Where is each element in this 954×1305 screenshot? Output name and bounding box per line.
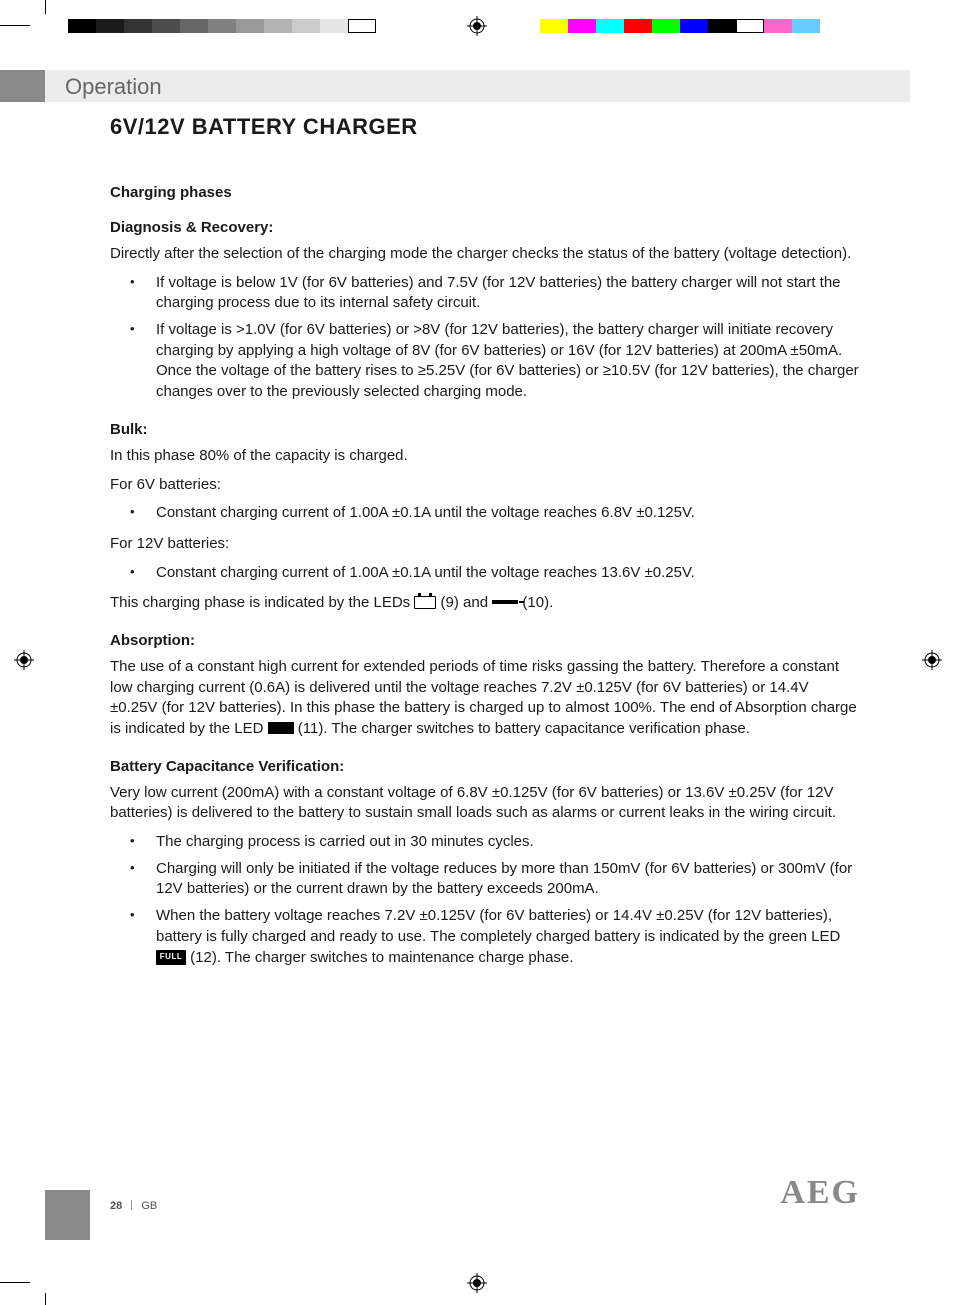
bullet-list: Constant charging current of 1.00A ±0.1A…: [130, 563, 860, 584]
paragraph: The use of a constant high current for e…: [110, 657, 860, 740]
full-led-icon: [156, 950, 186, 965]
brand-logo: AEG: [780, 1174, 860, 1212]
bullet-list: Constant charging current of 1.00A ±0.1A…: [130, 503, 860, 524]
text: (12). The charger switches to maintenanc…: [190, 949, 573, 966]
list-item: When the battery voltage reaches 7.2V ±0…: [130, 906, 860, 968]
heading-absorption: Absorption:: [110, 632, 860, 649]
footer-page-info: 28 GB: [110, 1200, 157, 1212]
region-code: GB: [141, 1200, 157, 1212]
text: When the battery voltage reaches 7.2V ±0…: [156, 907, 840, 945]
list-item: Constant charging current of 1.00A ±0.1A…: [130, 503, 860, 524]
side-tab-block: [45, 1190, 90, 1240]
bullet-list: If voltage is below 1V (for 6V batteries…: [130, 273, 860, 403]
heading-bulk: Bulk:: [110, 421, 860, 438]
page-body: Operation 6V/12V BATTERY CHARGER Chargin…: [45, 70, 910, 1240]
crop-mark: [0, 1282, 30, 1283]
process-color-bar: [540, 19, 820, 33]
heading-charging-phases: Charging phases: [110, 184, 860, 201]
battery-outline-icon: [414, 596, 436, 609]
section-header-block: [0, 70, 45, 102]
paragraph: For 6V batteries:: [110, 475, 860, 496]
list-item: The charging process is carried out in 3…: [130, 832, 860, 853]
paragraph: For 12V batteries:: [110, 534, 860, 555]
bullet-list: The charging process is carried out in 3…: [130, 832, 860, 968]
grayscale-color-bar: [68, 19, 376, 33]
footer-separator: [131, 1200, 132, 1210]
heading-bcv: Battery Capacitance Verification:: [110, 758, 860, 775]
page-number: 28: [110, 1200, 122, 1212]
crop-mark: [45, 0, 46, 14]
paragraph: Very low current (200mA) with a constant…: [110, 783, 860, 824]
section-header: Operation: [0, 70, 910, 102]
text: (9) and: [441, 594, 493, 611]
list-item: Constant charging current of 1.00A ±0.1A…: [130, 563, 860, 584]
registration-mark-icon: [922, 650, 942, 670]
page-footer: 28 GB AEG: [110, 1174, 860, 1212]
block-led-icon: [268, 722, 294, 734]
text: This charging phase is indicated by the …: [110, 594, 414, 611]
paragraph: Directly after the selection of the char…: [110, 244, 860, 265]
heading-diagnosis: Diagnosis & Recovery:: [110, 219, 860, 236]
crop-mark: [45, 1293, 46, 1305]
registration-mark-icon: [467, 1273, 487, 1293]
paragraph: This charging phase is indicated by the …: [110, 593, 860, 614]
crop-mark: [0, 25, 30, 26]
text: (10).: [522, 594, 553, 611]
section-header-label: Operation: [65, 74, 162, 100]
list-item: If voltage is below 1V (for 6V batteries…: [130, 273, 860, 314]
registration-mark-icon: [467, 16, 487, 36]
bar-led-icon: [492, 600, 518, 604]
page-title: 6V/12V BATTERY CHARGER: [110, 114, 860, 140]
list-item: Charging will only be initiated if the v…: [130, 859, 860, 900]
registration-mark-icon: [14, 650, 34, 670]
list-item: If voltage is >1.0V (for 6V batteries) o…: [130, 320, 860, 403]
content-area: 6V/12V BATTERY CHARGER Charging phases D…: [45, 114, 910, 968]
text: (11). The charger switches to battery ca…: [298, 720, 750, 737]
paragraph: In this phase 80% of the capacity is cha…: [110, 446, 860, 467]
